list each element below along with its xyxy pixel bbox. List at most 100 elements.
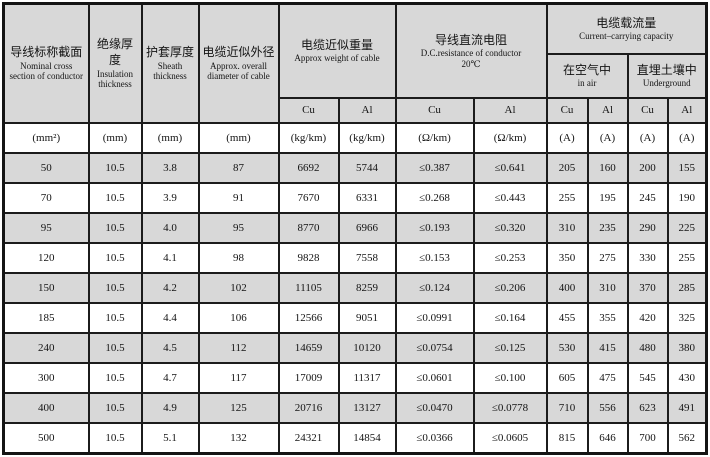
cell-in-air-cu: 400 xyxy=(545,271,589,304)
cell-approx-diameter: 106 xyxy=(197,301,280,334)
header-in-air-al: Al xyxy=(586,96,629,124)
cell-sheath-thickness: 4.2 xyxy=(140,271,200,304)
cell-underground-al: 325 xyxy=(666,301,708,334)
cell-weight-al: 8259 xyxy=(337,271,397,304)
cell-weight-al: 6331 xyxy=(337,181,397,214)
cell-sheath-thickness: 3.9 xyxy=(140,181,200,214)
cell-weight-al: 13127 xyxy=(337,391,397,424)
header-underground-al: Al xyxy=(666,96,708,124)
cell-resistance-al: ≤0.206 xyxy=(472,271,548,304)
cell-approx-diameter: 87 xyxy=(197,151,280,184)
cell-in-air-cu: 710 xyxy=(545,391,589,424)
cell-insulation-thickness: 10.5 xyxy=(87,181,143,214)
cell-underground-al: 285 xyxy=(666,271,708,304)
cell-underground-cu: 245 xyxy=(626,181,669,214)
cell-underground-cu: 330 xyxy=(626,241,669,274)
cell-resistance-cu: ≤0.193 xyxy=(394,211,475,244)
header-current-capacity-zh: 电缆载流量 xyxy=(596,16,657,31)
header-sheath-thickness-en: Sheath thickness xyxy=(153,60,187,82)
cell-weight-cu: 24321 xyxy=(277,421,340,454)
cell-underground-cu: 545 xyxy=(626,361,669,394)
header-weight-al: Al xyxy=(337,96,397,124)
table-row: 400 10.5 4.9 125 20716 13127 ≤0.0470 ≤0.0778 710… xyxy=(2,391,708,424)
header-dc-resistance: 导线直流电阻 D.C.resistance of conductor 20℃ xyxy=(394,2,548,99)
cell-sheath-thickness: 4.5 xyxy=(140,331,200,364)
cell-nominal-cross-section: 500 xyxy=(2,421,90,454)
unit-in-air-cu: (A) xyxy=(545,121,589,154)
cell-resistance-cu: ≤0.0601 xyxy=(394,361,475,394)
cell-resistance-al: ≤0.641 xyxy=(472,151,548,184)
cell-resistance-cu: ≤0.0991 xyxy=(394,301,475,334)
table-row: 185 10.5 4.4 106 12566 9051 ≤0.0991 ≤0.164 455 35… xyxy=(2,301,708,334)
cell-underground-al: 190 xyxy=(666,181,708,214)
unit-weight-al: (kg/km) xyxy=(337,121,397,154)
cell-in-air-al: 195 xyxy=(586,181,629,214)
header-insulation-thickness-zh: 绝缘厚度 xyxy=(96,37,133,68)
cell-sheath-thickness: 4.1 xyxy=(140,241,200,274)
unit-sheath-thickness: (mm) xyxy=(140,121,200,154)
cell-insulation-thickness: 10.5 xyxy=(87,241,143,274)
cell-nominal-cross-section: 300 xyxy=(2,361,90,394)
cell-weight-cu: 20716 xyxy=(277,391,340,424)
cell-resistance-cu: ≤0.0754 xyxy=(394,331,475,364)
cell-nominal-cross-section: 95 xyxy=(2,211,90,244)
cell-weight-cu: 14659 xyxy=(277,331,340,364)
cell-weight-cu: 8770 xyxy=(277,211,340,244)
cell-resistance-al: ≤0.0778 xyxy=(472,391,548,424)
cell-resistance-al: ≤0.0605 xyxy=(472,421,548,454)
header-in-air-cu: Cu xyxy=(545,96,589,124)
cell-weight-cu: 11105 xyxy=(277,271,340,304)
header-resistance-cu: Cu xyxy=(394,96,475,124)
cell-insulation-thickness: 10.5 xyxy=(87,391,143,424)
cell-underground-cu: 480 xyxy=(626,331,669,364)
cell-weight-al: 7558 xyxy=(337,241,397,274)
unit-insulation-thickness: (mm) xyxy=(87,121,143,154)
unit-underground-al: (A) xyxy=(666,121,708,154)
cell-insulation-thickness: 10.5 xyxy=(87,151,143,184)
header-resistance-al: Al xyxy=(472,96,548,124)
cell-resistance-al: ≤0.125 xyxy=(472,331,548,364)
cell-in-air-al: 275 xyxy=(586,241,629,274)
cell-resistance-al: ≤0.100 xyxy=(472,361,548,394)
table-row: 150 10.5 4.2 102 11105 8259 ≤0.124 ≤0.206 400 310… xyxy=(2,271,708,304)
cell-resistance-cu: ≤0.0366 xyxy=(394,421,475,454)
header-sheath-thickness: 护套厚度 Sheath thickness xyxy=(140,2,200,124)
unit-resistance-cu: (Ω/km) xyxy=(394,121,475,154)
cell-sheath-thickness: 4.7 xyxy=(140,361,200,394)
cell-underground-al: 255 xyxy=(666,241,708,274)
cell-in-air-cu: 530 xyxy=(545,331,589,364)
cell-in-air-al: 160 xyxy=(586,151,629,184)
cell-weight-al: 11317 xyxy=(337,361,397,394)
header-underground-en: Underground xyxy=(642,78,691,89)
cell-resistance-cu: ≤0.153 xyxy=(394,241,475,274)
cell-resistance-cu: ≤0.268 xyxy=(394,181,475,214)
cell-underground-al: 155 xyxy=(666,151,708,184)
cell-sheath-thickness: 4.9 xyxy=(140,391,200,424)
units-row: (mm²) (mm) (mm) (mm) (kg/km) (kg/km) (Ω/… xyxy=(2,121,708,154)
cell-underground-cu: 700 xyxy=(626,421,669,454)
cell-in-air-al: 475 xyxy=(586,361,629,394)
cell-in-air-al: 415 xyxy=(586,331,629,364)
cell-weight-cu: 9828 xyxy=(277,241,340,274)
table-body: (mm²) (mm) (mm) (mm) (kg/km) (kg/km) (Ω/… xyxy=(2,121,708,454)
cell-underground-al: 225 xyxy=(666,211,708,244)
cell-insulation-thickness: 10.5 xyxy=(87,421,143,454)
cell-nominal-cross-section: 50 xyxy=(2,151,90,184)
cell-approx-diameter: 117 xyxy=(197,361,280,394)
cell-resistance-cu: ≤0.0470 xyxy=(394,391,475,424)
header-nominal-cross-section: 导线标称截面 Nominal cross section of conducto… xyxy=(2,2,90,124)
header-dc-resistance-en: D.C.resistance of conductor xyxy=(420,48,522,59)
cell-sheath-thickness: 3.8 xyxy=(140,151,200,184)
table-row: 70 10.5 3.9 91 7670 6331 ≤0.268 ≤0.443 255 195 245… xyxy=(2,181,708,214)
cell-weight-cu: 6692 xyxy=(277,151,340,184)
cell-nominal-cross-section: 120 xyxy=(2,241,90,274)
cell-underground-cu: 200 xyxy=(626,151,669,184)
cell-underground-cu: 370 xyxy=(626,271,669,304)
header-row-groups: 导线标称截面 Nominal cross section of conducto… xyxy=(2,2,708,124)
cell-resistance-al: ≤0.253 xyxy=(472,241,548,274)
cell-weight-al: 10120 xyxy=(337,331,397,364)
cell-resistance-al: ≤0.164 xyxy=(472,301,548,334)
unit-underground-cu: (A) xyxy=(626,121,669,154)
